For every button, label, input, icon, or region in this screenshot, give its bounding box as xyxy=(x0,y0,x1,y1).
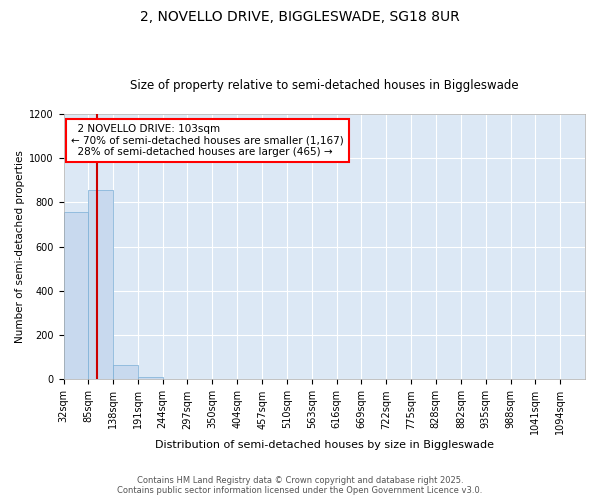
Text: Contains HM Land Registry data © Crown copyright and database right 2025.
Contai: Contains HM Land Registry data © Crown c… xyxy=(118,476,482,495)
Text: 2, NOVELLO DRIVE, BIGGLESWADE, SG18 8UR: 2, NOVELLO DRIVE, BIGGLESWADE, SG18 8UR xyxy=(140,10,460,24)
Title: Size of property relative to semi-detached houses in Biggleswade: Size of property relative to semi-detach… xyxy=(130,79,518,92)
Bar xyxy=(88,190,113,380)
Text: 2 NOVELLO DRIVE: 103sqm
← 70% of semi-detached houses are smaller (1,167)
  28% : 2 NOVELLO DRIVE: 103sqm ← 70% of semi-de… xyxy=(71,124,344,157)
Bar xyxy=(138,378,163,380)
Bar xyxy=(113,365,138,380)
Bar xyxy=(64,212,88,380)
X-axis label: Distribution of semi-detached houses by size in Biggleswade: Distribution of semi-detached houses by … xyxy=(155,440,494,450)
Y-axis label: Number of semi-detached properties: Number of semi-detached properties xyxy=(15,150,25,343)
